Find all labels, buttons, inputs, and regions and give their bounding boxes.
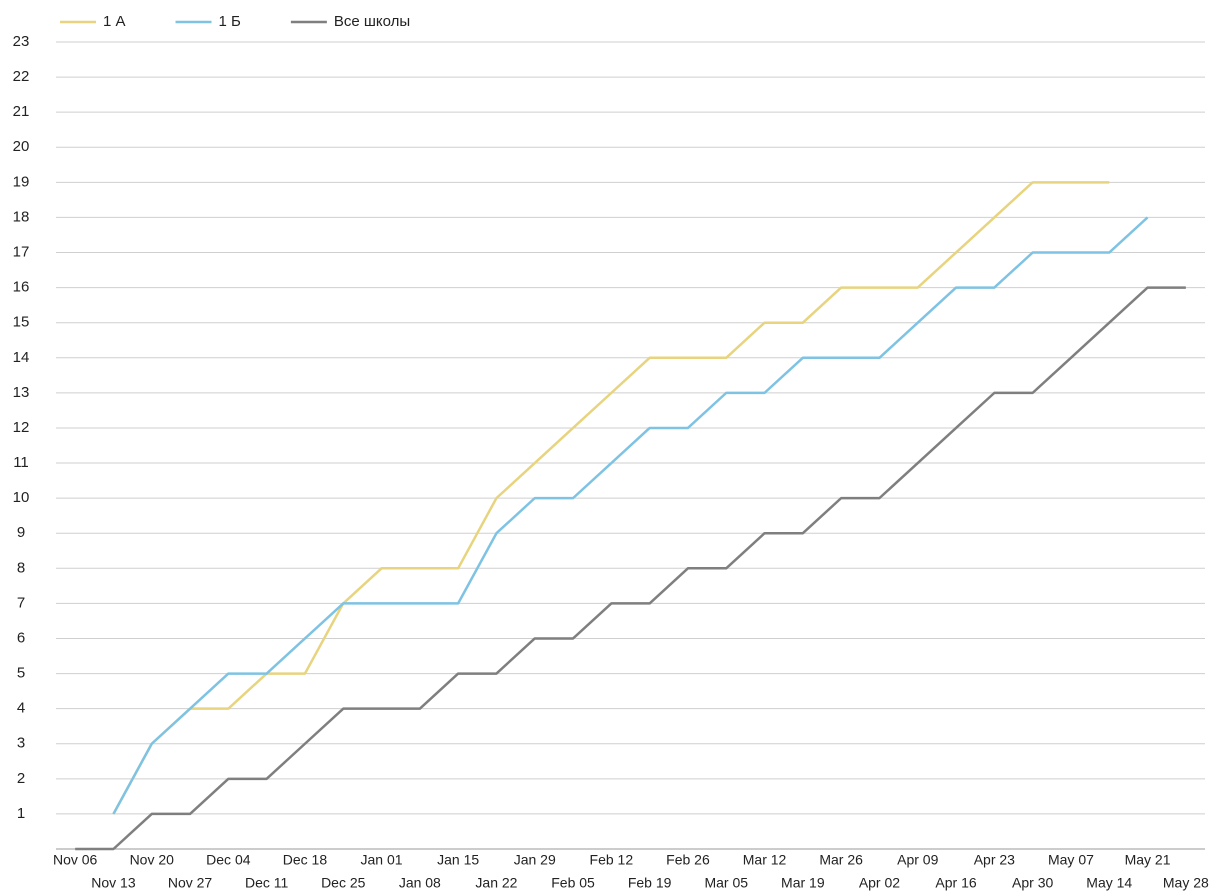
x-tick-label: Feb 05: [551, 875, 595, 891]
x-tick-label: Nov 20: [130, 852, 175, 868]
x-tick-label: Mar 12: [743, 852, 787, 868]
x-tick-label: Nov 27: [168, 875, 213, 891]
legend-label: 1 Б: [219, 13, 242, 30]
y-tick-label: 7: [17, 594, 25, 611]
x-tick-label: Nov 13: [91, 875, 136, 891]
y-tick-label: 19: [13, 173, 30, 190]
x-tick-label: Apr 30: [1012, 875, 1053, 891]
y-tick-label: 20: [13, 138, 30, 155]
x-tick-label: Nov 06: [53, 852, 98, 868]
y-tick-label: 4: [17, 700, 25, 717]
x-tick-label: Jan 22: [475, 875, 517, 891]
y-tick-label: 18: [13, 208, 30, 225]
y-tick-label: 10: [13, 489, 30, 506]
x-tick-label: Mar 26: [819, 852, 863, 868]
x-tick-label: Dec 18: [283, 852, 328, 868]
y-tick-label: 8: [17, 559, 25, 576]
x-tick-label: Mar 05: [704, 875, 748, 891]
x-tick-label: Feb 26: [666, 852, 710, 868]
x-tick-label: Dec 04: [206, 852, 251, 868]
x-tick-label: May 14: [1086, 875, 1132, 891]
y-tick-label: 17: [13, 243, 30, 260]
x-tick-label: Apr 23: [974, 852, 1015, 868]
y-tick-label: 13: [13, 384, 30, 401]
x-tick-label: Feb 12: [590, 852, 634, 868]
x-tick-label: Jan 08: [399, 875, 441, 891]
y-tick-label: 15: [13, 314, 30, 331]
x-tick-label: May 28: [1163, 875, 1209, 891]
x-tick-label: Apr 16: [935, 875, 976, 891]
series-line: [75, 286, 1186, 851]
x-tick-label: Apr 09: [897, 852, 938, 868]
y-tick-label: 6: [17, 629, 25, 646]
x-tick-label: Jan 15: [437, 852, 479, 868]
y-tick-label: 9: [17, 524, 25, 541]
x-tick-label: Jan 29: [514, 852, 556, 868]
y-tick-label: 14: [13, 349, 30, 366]
y-tick-label: 1: [17, 805, 25, 822]
legend-label: 1 А: [103, 13, 126, 30]
x-tick-label: Dec 11: [245, 875, 289, 891]
x-tick-label: Jan 01: [361, 852, 403, 868]
x-tick-label: Dec 25: [321, 875, 366, 891]
y-tick-label: 5: [17, 665, 25, 682]
y-tick-label: 21: [13, 103, 30, 120]
y-tick-label: 12: [13, 419, 30, 436]
x-tick-label: May 21: [1125, 852, 1171, 868]
y-tick-label: 11: [13, 454, 29, 471]
x-tick-label: Apr 02: [859, 875, 900, 891]
y-tick-label: 22: [13, 68, 30, 85]
y-tick-label: 23: [13, 33, 30, 50]
x-tick-label: Mar 19: [781, 875, 825, 891]
series-line: [112, 216, 1149, 815]
x-tick-label: Feb 19: [628, 875, 672, 891]
x-tick-label: May 07: [1048, 852, 1094, 868]
series-line: [112, 181, 1110, 815]
y-tick-label: 16: [13, 279, 30, 296]
y-tick-label: 2: [17, 770, 25, 787]
y-tick-label: 3: [17, 735, 25, 752]
legend-label: Все школы: [334, 13, 410, 30]
